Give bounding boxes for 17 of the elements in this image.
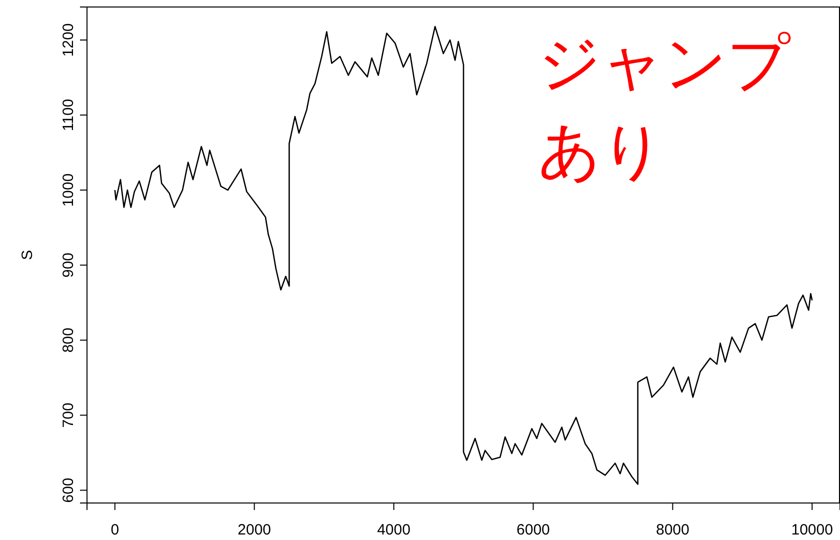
annotation: あり: [538, 114, 664, 187]
line-series: [114, 26, 813, 485]
x-tick-label: 6000: [516, 522, 550, 539]
annotation: ジャンプ: [538, 26, 791, 99]
x-tick-label: 8000: [656, 522, 690, 539]
y-tick-label: 800: [60, 328, 77, 353]
y-tick-label: 1000: [60, 173, 77, 207]
y-tick-label: 1100: [60, 98, 77, 132]
x-tick-label: 10000: [791, 522, 833, 539]
y-tick-label: 600: [60, 478, 77, 503]
y-tick-label: 900: [60, 252, 77, 278]
y-tick-label: 700: [60, 402, 77, 428]
x-tick-label: 2000: [238, 522, 272, 539]
y-axis-title: S: [19, 250, 36, 260]
y-tick-label: 1200: [60, 23, 77, 57]
x-tick-label: 0: [110, 522, 120, 539]
x-tick-label: 4000: [377, 522, 410, 539]
